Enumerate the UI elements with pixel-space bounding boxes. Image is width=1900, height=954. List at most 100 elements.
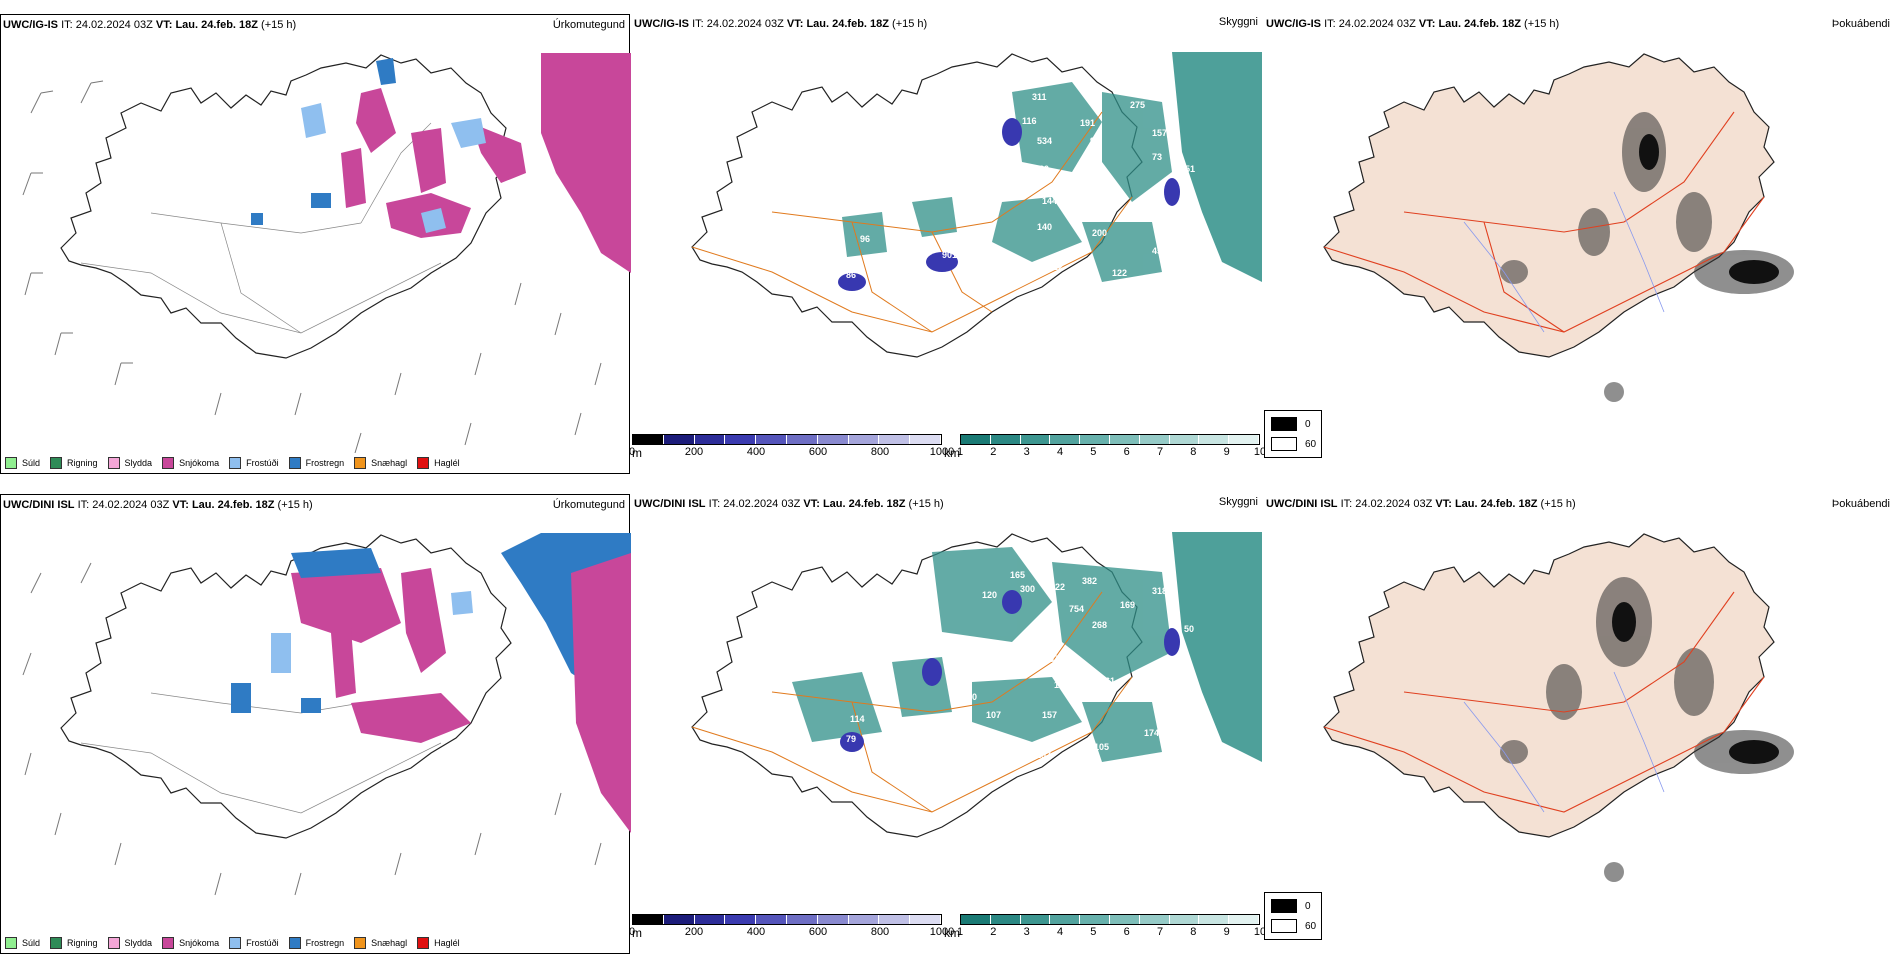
colorbar-segment — [879, 435, 911, 444]
precip-type-panel-row2: UWC/DINI ISL IT: 24.02.2024 03Z VT: Lau.… — [0, 494, 631, 954]
colorbar-segment — [1199, 915, 1230, 924]
colorbar-tick-label: 8 — [1190, 926, 1197, 938]
colorbar-tick-label: 9 — [1223, 446, 1230, 458]
colorbar-tick-label: 0 — [628, 446, 636, 458]
wind-barbs — [22, 562, 602, 896]
colorbar-segment — [848, 915, 880, 924]
legend-item: Súld — [5, 457, 40, 469]
legend-item: Rigning — [50, 457, 98, 469]
panel-title: Þokuábendi — [1831, 18, 1890, 30]
colorbar-segment — [1020, 915, 1051, 924]
colorbar-tick-label: 7 — [1156, 446, 1164, 458]
colorbar-segment — [756, 915, 787, 924]
colorbar-segment — [663, 435, 695, 444]
colorbar-segment — [1109, 915, 1140, 924]
ceiling-value-label: 311 — [1032, 92, 1047, 102]
visibility-map: 311 116 191 275 534 157 96 73 160 151 144 140 90 200 9… — [691, 52, 1262, 358]
ceiling-value-label: 122 — [1048, 262, 1063, 272]
colorbar-tick-label: 5 — [1090, 446, 1097, 458]
colorbar-tick-label: 400 — [746, 446, 766, 458]
ceiling-value-label: 453 — [1152, 246, 1167, 256]
colorbar-tick-label: 600 — [808, 446, 828, 458]
colorbar-segment — [817, 435, 849, 444]
ceiling-value-label: 120 — [982, 590, 997, 600]
legend-item: Snjókoma — [162, 457, 219, 469]
legend-item: Rigning — [50, 937, 98, 949]
precip-type-panel-row1: UWC/IG-IS IT: 24.02.2024 03Z VT: Lau. 24… — [0, 14, 631, 474]
colorbar-tick-label: 2 — [990, 446, 997, 458]
colorbar-tick-label: 5 — [1090, 926, 1097, 938]
ceiling-value-label: 300 — [1020, 584, 1035, 594]
panel-header: UWC/IG-IS IT: 24.02.2024 03Z VT: Lau. 24… — [3, 19, 297, 31]
legend-item: Slydda — [107, 457, 152, 469]
fog-index-panel-row2: UWC/DINI ISL IT: 24.02.2024 03Z VT: Lau.… — [1264, 494, 1894, 954]
colorbar-segment — [694, 915, 726, 924]
legend-item: Súld — [5, 937, 40, 949]
precip-type-map — [22, 53, 631, 453]
colorbar-segment — [633, 915, 664, 924]
colorbar-segment — [990, 435, 1021, 444]
ceiling-value-label: 561 — [1100, 676, 1115, 686]
ceiling-value-label: 105 — [1094, 742, 1109, 752]
ceiling-value-label: 275 — [1130, 100, 1145, 110]
panel-title: Skyggni — [1218, 16, 1258, 28]
ceiling-value-label: 137 — [1044, 654, 1059, 664]
legend-item: Snæhagl — [354, 457, 407, 469]
colorbar-tick-label: 10 — [1253, 926, 1267, 938]
colorbar-tick-label: 3 — [1023, 926, 1030, 938]
colorbar-segment — [725, 915, 757, 924]
ceiling-value-label: 174 — [1144, 728, 1159, 738]
colorbar-segment — [1109, 435, 1140, 444]
ceiling-value-label: 86 — [846, 270, 856, 280]
ceiling-value-label: 79 — [846, 734, 856, 744]
ceiling-value-label: 318 — [1152, 586, 1167, 596]
legend-item: Frostúði — [229, 457, 279, 469]
ceiling-value-label: 90 — [942, 250, 952, 260]
ceiling-colorbar: 0 200 400 600 800 1000 m — [629, 914, 954, 940]
ceiling-value-label: 268 — [1092, 620, 1107, 630]
colorbar-segment — [1169, 915, 1200, 924]
ceiling-value-label: 50 — [1184, 624, 1194, 634]
colorbar-segment — [990, 915, 1021, 924]
colorbar-tick-label: 6 — [1123, 926, 1130, 938]
colorbar-segment — [1020, 435, 1051, 444]
precip-type-legend: Súld Rigning Slydda Snjókoma Frostúði Fr… — [5, 937, 460, 949]
colorbar-segment — [786, 915, 818, 924]
colorbar-tick-label: 10 — [1253, 446, 1267, 458]
ceiling-value-label: 157 — [1042, 710, 1057, 720]
ceiling-value-label: 96 — [1090, 136, 1100, 146]
colorbar-tick-label: 3 — [1023, 446, 1030, 458]
colorbar-tick-label: 6 — [1123, 446, 1130, 458]
legend-item: Slydda — [107, 937, 152, 949]
colorbar-segment — [848, 435, 880, 444]
colorbar-segment — [633, 435, 664, 444]
ceiling-value-label: 191 — [1080, 118, 1095, 128]
colorbar-segment — [786, 435, 818, 444]
colorbar-segment — [961, 915, 991, 924]
legend-item: Frostregn — [288, 937, 344, 949]
colorbar-tick-label: 200 — [684, 926, 704, 938]
panel-title: Skyggni — [1218, 496, 1258, 508]
ceiling-value-label: 157 — [1152, 128, 1167, 138]
ceiling-colorbar: 0 200 400 600 800 1000 m — [628, 434, 954, 460]
legend-item: Snæhagl — [354, 937, 407, 949]
ceiling-value-label: 88 — [826, 758, 836, 768]
colorbar-tick-label: 400 — [746, 926, 766, 938]
dense-fog-areas — [1639, 134, 1779, 284]
legend-item: Haglél — [417, 937, 460, 949]
ceiling-value-label: 107 — [986, 710, 1001, 720]
colorbar-tick-label: 800 — [870, 926, 890, 938]
colorbar-segment — [1139, 915, 1170, 924]
ceiling-value-label: 122 — [1050, 582, 1065, 592]
roads — [1323, 111, 1765, 333]
visibility-colorbar: 1 2 3 4 5 6 7 8 9 10 km — [944, 914, 1266, 940]
colorbar-tick-label: 9 — [1223, 926, 1230, 938]
ceiling-value-label: 199 — [984, 740, 999, 750]
ceiling-value-label: 154 — [952, 250, 967, 260]
colorbar-segment — [1229, 915, 1259, 924]
colorbar-tick-label: 2 — [990, 926, 997, 938]
colorbar-tick-label: 4 — [1056, 446, 1064, 458]
panel-title: Úrkomutegund — [552, 19, 625, 31]
ceiling-value-label: 165 — [1010, 570, 1025, 580]
colorbar-segment — [817, 915, 849, 924]
